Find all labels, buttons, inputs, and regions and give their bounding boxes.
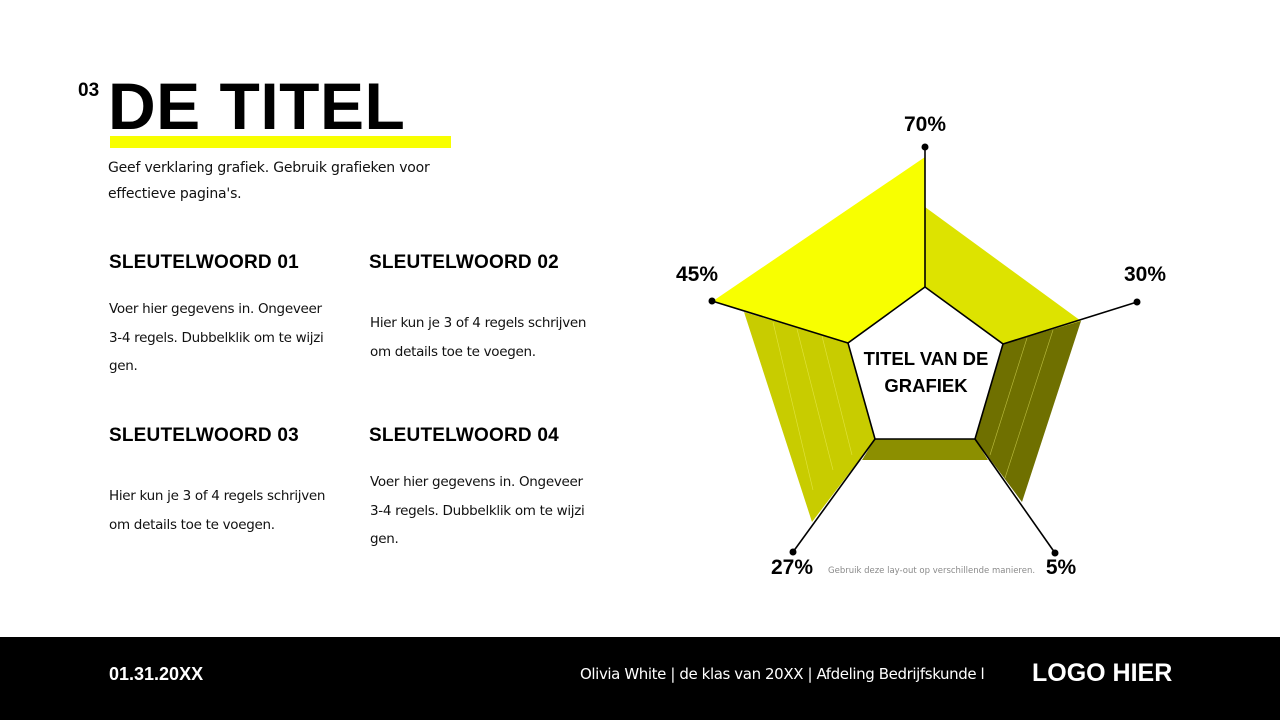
chart-segment-top-right: [925, 207, 1081, 344]
chart-label-top: 70%: [903, 113, 947, 136]
chart-note: Gebruik deze lay-out op verschillende ma…: [828, 566, 1036, 576]
chart-segment-top-left: [713, 157, 925, 343]
chart-axes: [711, 147, 1138, 554]
keyword-body-4: Voer hier gegevens in. Ongeveer 3-4 rege…: [370, 474, 585, 547]
chart-label-right: 30%: [1123, 263, 1167, 286]
title-underline: [110, 136, 451, 148]
chart-segment-bottom: [862, 439, 988, 460]
keyword-heading-3: SLEUTELWOORD 03: [109, 425, 299, 446]
footer-bar: [0, 637, 1280, 720]
keyword-body-2: Hier kun je 3 of 4 regels schrijven om d…: [370, 315, 587, 360]
chart-label-left: 45%: [675, 263, 719, 286]
keyword-heading-2: SLEUTELWOORD 02: [369, 252, 559, 273]
subtitle: Geef verklaring grafiek. Gebruik grafiek…: [108, 160, 430, 202]
chart-label-bottom-right: 5%: [1045, 556, 1077, 579]
axis-endpoints: [708, 143, 1141, 557]
footer-logo: LOGO HIER: [1032, 659, 1173, 687]
chart-label-bottom-left: 27%: [770, 556, 814, 579]
chart-title: TITEL VAN DE GRAFIEK: [863, 348, 989, 396]
page-title: DE TITEL: [108, 69, 406, 143]
keyword-heading-4: SLEUTELWOORD 04: [369, 425, 559, 446]
chart-segment-left: [744, 312, 875, 522]
segment-stripes: [772, 321, 1054, 491]
footer-date: 01.31.20XX: [109, 664, 204, 684]
keyword-heading-1: SLEUTELWOORD 01: [109, 252, 299, 273]
keyword-body-3: Hier kun je 3 of 4 regels schrijven om d…: [109, 488, 326, 533]
chart-segment-right: [975, 321, 1081, 502]
slide-number: 03: [78, 80, 100, 101]
footer-info: Olivia White | de klas van 20XX | Afdeli…: [580, 665, 985, 683]
keyword-body-1: Voer hier gegevens in. Ongeveer 3-4 rege…: [109, 301, 324, 374]
